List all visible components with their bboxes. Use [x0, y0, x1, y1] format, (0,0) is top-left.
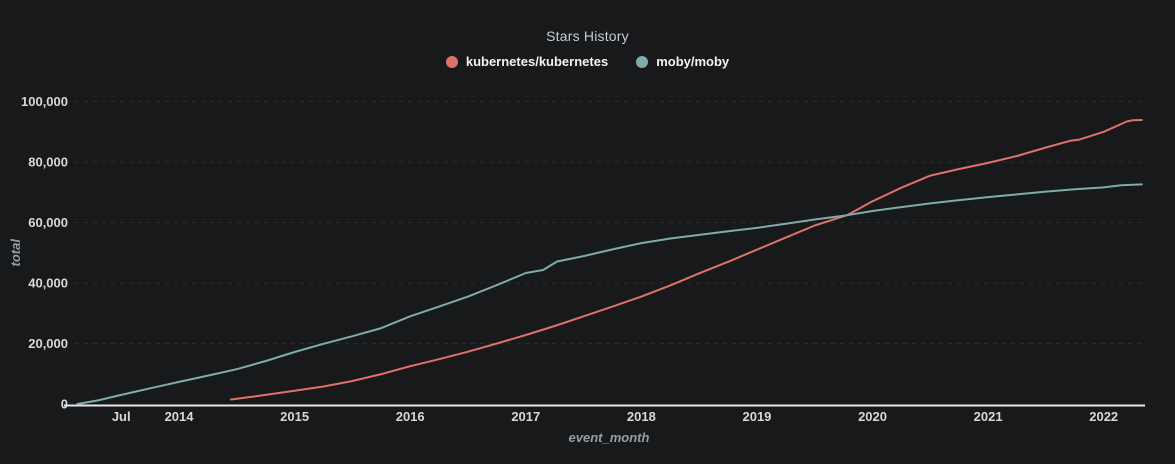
x-tick-label: 2015	[280, 409, 309, 424]
x-tick-label: 2020	[858, 409, 887, 424]
x-tick-label: Jul	[112, 409, 131, 424]
legend-label-kubernetes: kubernetes/kubernetes	[465, 54, 609, 69]
chart-title: Stars History	[546, 28, 629, 44]
series-line-moby-moby[interactable]	[76, 183, 1143, 405]
y-tick-label: 80,000	[28, 155, 68, 170]
x-tick-label: 2021	[974, 409, 1003, 424]
x-tick-label: 2016	[396, 409, 425, 424]
y-tick-label: 40,000	[28, 276, 68, 291]
y-tick-label: 0	[61, 397, 68, 412]
legend-item-moby[interactable]: moby/moby	[636, 54, 729, 69]
legend-swatch-moby-icon	[636, 55, 649, 68]
y-tick-label: 20,000	[28, 336, 68, 351]
x-tick-label: 2014	[165, 409, 195, 424]
y-tick-label: 100,000	[21, 94, 68, 109]
y-axis-title: total	[8, 239, 23, 267]
legend-label-moby: moby/moby	[656, 54, 730, 69]
x-tick-label: 2017	[511, 409, 540, 424]
legend-swatch-kubernetes-icon	[445, 55, 458, 68]
x-tick-label: 2019	[742, 409, 771, 424]
series-line-kubernetes-kubernetes[interactable]	[230, 119, 1143, 401]
x-tick-label: 2022	[1089, 409, 1118, 424]
x-tick-label: 2018	[627, 409, 656, 424]
x-axis-title: event_month	[569, 430, 650, 445]
legend-item-kubernetes[interactable]: kubernetes/kubernetes	[445, 54, 609, 69]
legend: kubernetes/kubernetes moby/moby	[0, 54, 1175, 69]
y-tick-label: 60,000	[28, 215, 68, 230]
